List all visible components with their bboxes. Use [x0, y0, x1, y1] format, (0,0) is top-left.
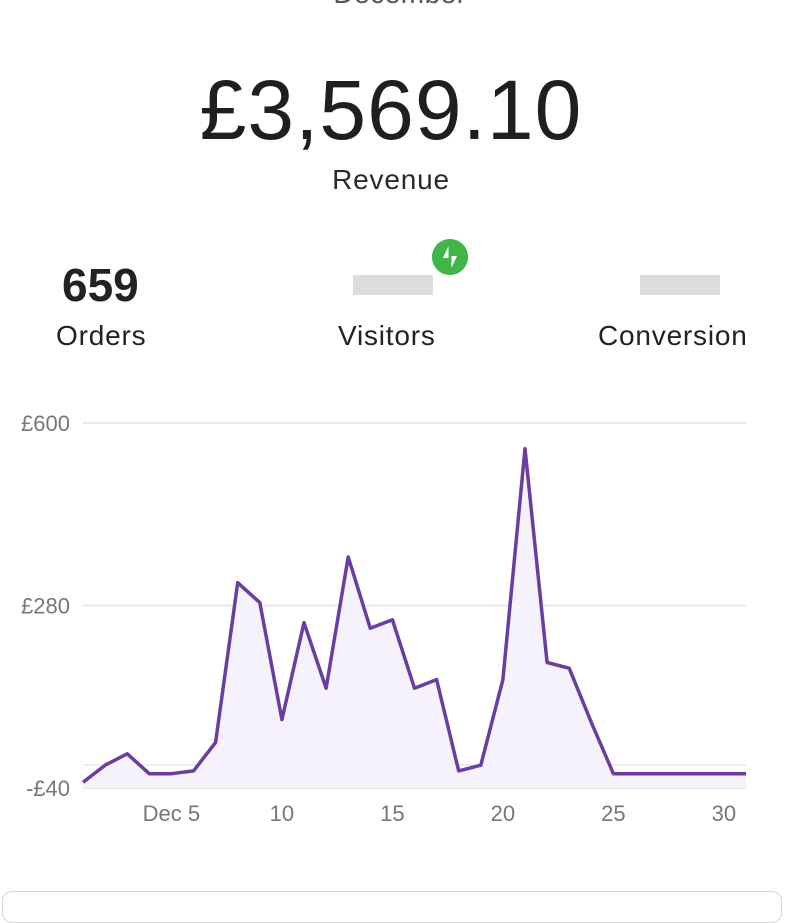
conversion-label: Conversion — [598, 320, 748, 351]
data-point-day-5[interactable] — [165, 768, 177, 780]
data-point-day-11[interactable] — [298, 617, 310, 629]
data-point-day-13[interactable] — [342, 551, 354, 563]
data-point-day-27[interactable] — [652, 768, 664, 780]
data-point-day-7[interactable] — [210, 736, 222, 748]
data-point-day-23[interactable] — [563, 662, 575, 674]
data-point-day-21[interactable] — [519, 443, 531, 455]
jetpack-bolt-icon[interactable] — [432, 239, 468, 275]
x-tick-label: 30 — [712, 801, 736, 826]
orders-label: Orders — [56, 320, 147, 351]
data-point-day-19[interactable] — [475, 759, 487, 771]
data-point-day-6[interactable] — [188, 765, 200, 777]
data-point-day-28[interactable] — [674, 768, 686, 780]
data-point-day-17[interactable] — [431, 674, 443, 686]
data-point-day-25[interactable] — [607, 768, 619, 780]
conversion-loading-placeholder — [640, 275, 720, 295]
x-tick-label: Dec 5 — [143, 801, 200, 826]
data-point-day-16[interactable] — [409, 682, 421, 694]
period-title: December — [0, 0, 800, 10]
x-tick-label: 15 — [380, 801, 404, 826]
bottom-card — [2, 891, 782, 923]
y-tick-label: £280 — [21, 594, 70, 619]
y-tick-label: -£40 — [26, 776, 70, 801]
data-point-day-4[interactable] — [143, 768, 155, 780]
data-point-day-8[interactable] — [232, 577, 244, 589]
x-tick-label: 25 — [601, 801, 625, 826]
data-point-day-1[interactable] — [77, 776, 89, 788]
revenue-line — [81, 446, 746, 784]
data-point-day-30[interactable] — [718, 768, 730, 780]
data-point-day-3[interactable] — [121, 748, 133, 760]
data-point-day-9[interactable] — [254, 597, 266, 609]
data-point-day-20[interactable] — [497, 674, 509, 686]
data-point-day-14[interactable] — [364, 622, 376, 634]
revenue-label: Revenue — [332, 164, 450, 195]
visitors-label: Visitors — [338, 320, 436, 351]
data-point-day-12[interactable] — [320, 682, 332, 694]
revenue-chart[interactable]: £600 £280 -£40 Dec 5 10 15 20 25 30 — [0, 400, 800, 840]
orders-value: 659 — [62, 259, 139, 311]
visitors-loading-placeholder — [353, 275, 433, 295]
data-point-day-10[interactable] — [276, 714, 288, 726]
data-point-day-29[interactable] — [696, 768, 708, 780]
x-tick-label: 20 — [491, 801, 515, 826]
revenue-value: £3,569.10 — [199, 63, 583, 157]
data-point-day-31[interactable] — [740, 768, 752, 780]
data-point-day-2[interactable] — [99, 759, 111, 771]
revenue-area — [83, 448, 746, 788]
x-tick-label: 10 — [270, 801, 294, 826]
data-point-day-18[interactable] — [453, 765, 465, 777]
data-point-day-22[interactable] — [541, 657, 553, 669]
data-point-day-15[interactable] — [386, 614, 398, 626]
y-tick-label: £600 — [21, 411, 70, 436]
data-point-day-24[interactable] — [585, 716, 597, 728]
data-point-day-26[interactable] — [630, 768, 642, 780]
